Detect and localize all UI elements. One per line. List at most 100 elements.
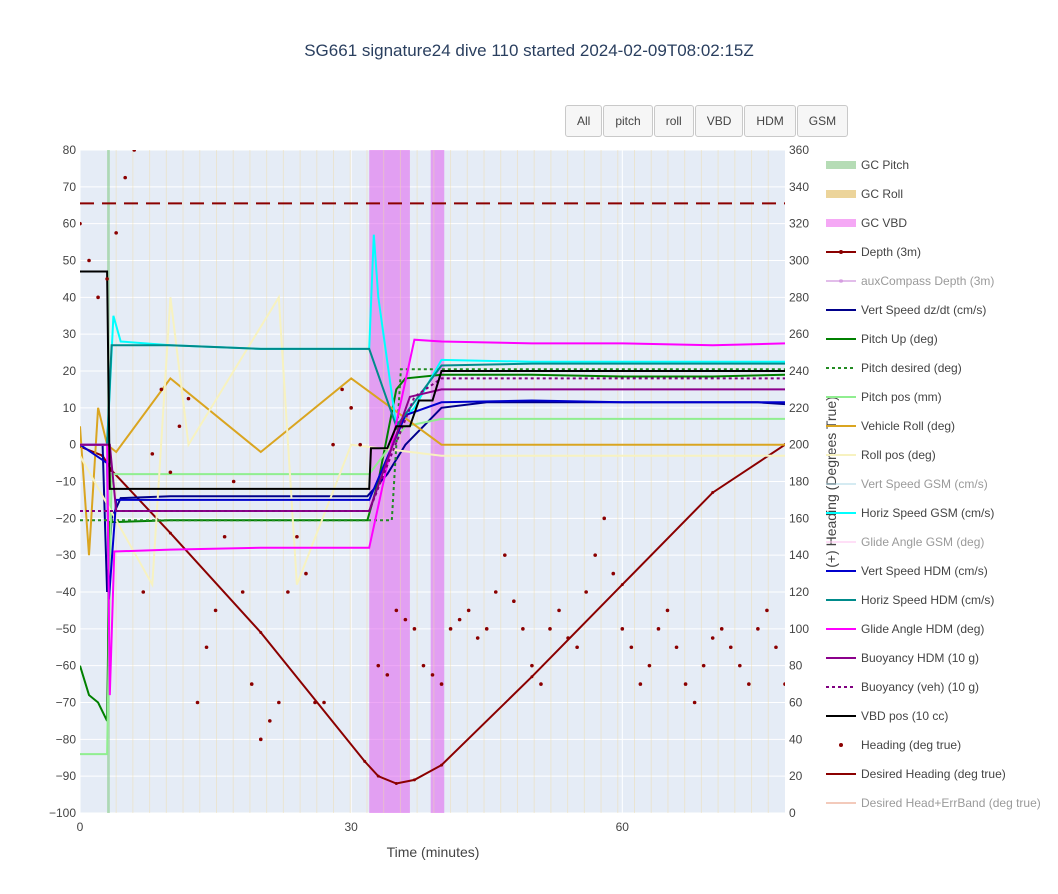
y2-tick-label: 200 xyxy=(789,438,809,452)
heading-deg-true-point xyxy=(557,608,561,613)
heading-deg-true-point xyxy=(683,682,688,686)
y2-tick-label: 260 xyxy=(789,327,809,341)
legend-swatch xyxy=(826,250,856,254)
legend-label: Vert Speed GSM (cm/s) xyxy=(861,477,988,491)
button-pitch[interactable]: pitch xyxy=(603,105,653,137)
heading-deg-true-point xyxy=(403,617,408,622)
legend-item-pitch-up-deg[interactable]: Pitch Up (deg) xyxy=(826,329,938,349)
heading-deg-true-point xyxy=(80,221,82,226)
heading-deg-true-point xyxy=(96,295,100,300)
legend-item-gc-pitch[interactable]: GC Pitch xyxy=(826,155,909,175)
y2-tick-label: 240 xyxy=(789,364,809,378)
heading-deg-true-point xyxy=(665,608,670,613)
glide-angle-hdm-deg-line xyxy=(80,338,785,696)
legend-swatch-mark xyxy=(839,250,843,254)
heading-deg-true-point xyxy=(774,645,778,650)
heading-deg-true-point xyxy=(222,534,227,539)
legend-item-glide-angle-gsm-deg[interactable]: Glide Angle GSM (deg) xyxy=(826,532,984,552)
heading-deg-true-point xyxy=(394,608,399,613)
heading-deg-true-point xyxy=(249,682,254,686)
legend-item-depth-3m[interactable]: Depth (3m) xyxy=(826,242,921,262)
button-hdm[interactable]: HDM xyxy=(744,105,796,137)
depth-3m-point xyxy=(376,774,380,778)
range-buttons: All pitch roll VBD HDM GSM xyxy=(565,105,849,137)
depth-3m-point xyxy=(440,763,444,767)
legend-item-gc-vbd[interactable]: GC VBD xyxy=(826,213,907,233)
heading-deg-true-point xyxy=(566,636,570,640)
x-axis-title: Time (minutes) xyxy=(387,844,480,860)
legend-item-vbd-pos-10-cc[interactable]: VBD pos (10 cc) xyxy=(826,706,948,726)
heading-deg-true-point xyxy=(150,452,155,456)
legend-item-vehicle-roll-deg[interactable]: Vehicle Roll (deg) xyxy=(826,416,955,436)
legend-item-buoyancy-veh-10-g[interactable]: Buoyancy (veh) (10 g) xyxy=(826,677,979,697)
y2-tick-label: 320 xyxy=(789,217,809,231)
legend-label: auxCompass Depth (3m) xyxy=(861,274,995,288)
heading-deg-true-point xyxy=(530,663,534,668)
button-roll[interactable]: roll xyxy=(653,105,694,137)
button-vbd[interactable]: VBD xyxy=(694,105,744,137)
y-tick-label: 30 xyxy=(63,327,77,341)
legend-swatch-mark xyxy=(839,743,843,747)
heading-deg-true-point xyxy=(313,700,317,705)
heading-deg-true-point xyxy=(756,627,760,631)
legend-label: Pitch pos (mm) xyxy=(861,390,942,404)
legend-item-buoyancy-hdm-10-g[interactable]: Buoyancy HDM (10 g) xyxy=(826,648,979,668)
legend-item-vert-speed-dz-dt-cm-s[interactable]: Vert Speed dz/dt (cm/s) xyxy=(826,300,986,320)
legend-swatch xyxy=(826,190,856,198)
y-tick-label: −50 xyxy=(56,622,77,636)
legend-item-horiz-speed-gsm-cm-s[interactable]: Horiz Speed GSM (cm/s) xyxy=(826,503,994,523)
y-tick-label: −30 xyxy=(56,548,77,562)
legend-item-pitch-pos-mm[interactable]: Pitch pos (mm) xyxy=(826,387,942,407)
heading-deg-true-point xyxy=(349,406,353,410)
heading-deg-true-point xyxy=(521,627,525,631)
legend-label: VBD pos (10 cc) xyxy=(861,709,949,723)
legend-item-glide-angle-hdm-deg[interactable]: Glide Angle HDM (deg) xyxy=(826,619,984,639)
chart-title: SG661 signature24 dive 110 started 2024-… xyxy=(304,41,754,60)
x-tick-label: 0 xyxy=(77,820,84,834)
legend-item-gc-roll[interactable]: GC Roll xyxy=(826,184,903,204)
y2-tick-label: 220 xyxy=(789,401,809,415)
legend-item-pitch-desired-deg[interactable]: Pitch desired (deg) xyxy=(826,358,962,378)
heading-deg-true-point xyxy=(87,258,91,263)
legend-label: Vert Speed HDM (cm/s) xyxy=(861,564,988,578)
legend-swatch xyxy=(826,309,856,311)
legend-item-vert-speed-gsm-cm-s[interactable]: Vert Speed GSM (cm/s) xyxy=(826,474,988,494)
heading-deg-true-point xyxy=(747,682,751,686)
legend-item-vert-speed-hdm-cm-s[interactable]: Vert Speed HDM (cm/s) xyxy=(826,561,988,581)
legend-swatch xyxy=(826,628,856,630)
legend-item-roll-pos-deg[interactable]: Roll pos (deg) xyxy=(826,445,936,465)
heading-deg-true-point xyxy=(638,682,643,686)
y2-tick-label: 80 xyxy=(789,659,803,673)
heading-deg-true-point xyxy=(376,663,381,668)
legend-label: Vert Speed dz/dt (cm/s) xyxy=(861,303,987,317)
y2-tick-label: 300 xyxy=(789,254,809,268)
y-tick-label: 0 xyxy=(69,438,76,452)
legend-label: Pitch Up (deg) xyxy=(861,332,938,346)
depth-3m-point xyxy=(168,531,172,535)
y-tick-label: −70 xyxy=(56,696,77,710)
legend-swatch xyxy=(826,161,856,169)
button-gsm[interactable]: GSM xyxy=(796,105,849,137)
legend-label: Vehicle Roll (deg) xyxy=(861,419,956,433)
depth-3m-point xyxy=(363,759,367,763)
legend-swatch xyxy=(826,219,856,227)
heading-deg-true-point xyxy=(575,645,579,650)
y2-tick-label: 280 xyxy=(789,290,809,304)
legend-swatch xyxy=(826,599,856,601)
x-tick-label: 60 xyxy=(616,820,630,834)
legend-label: Pitch desired (deg) xyxy=(861,361,962,375)
y2-tick-label: 20 xyxy=(789,769,803,783)
button-all[interactable]: All xyxy=(565,105,603,137)
legend-item-desired-heading-deg-true[interactable]: Desired Heading (deg true) xyxy=(826,764,1006,784)
legend-item-horiz-speed-hdm-cm-s[interactable]: Horiz Speed HDM (cm/s) xyxy=(826,590,994,610)
legend-item-auxcompass-depth-3m[interactable]: auxCompass Depth (3m) xyxy=(826,271,994,291)
roll-pos-deg-line xyxy=(80,294,785,589)
y2-tick-label: 340 xyxy=(789,180,809,194)
legend-item-desired-head-errband-deg-true[interactable]: Desired Head+ErrBand (deg true) xyxy=(826,793,1041,813)
heading-deg-true-point xyxy=(710,636,715,640)
y2-tick-label: 60 xyxy=(789,696,803,710)
legend-item-heading-deg-true[interactable]: Heading (deg true) xyxy=(826,735,961,755)
legend-swatch xyxy=(826,686,856,688)
legend-label: Buoyancy (veh) (10 g) xyxy=(861,680,980,694)
